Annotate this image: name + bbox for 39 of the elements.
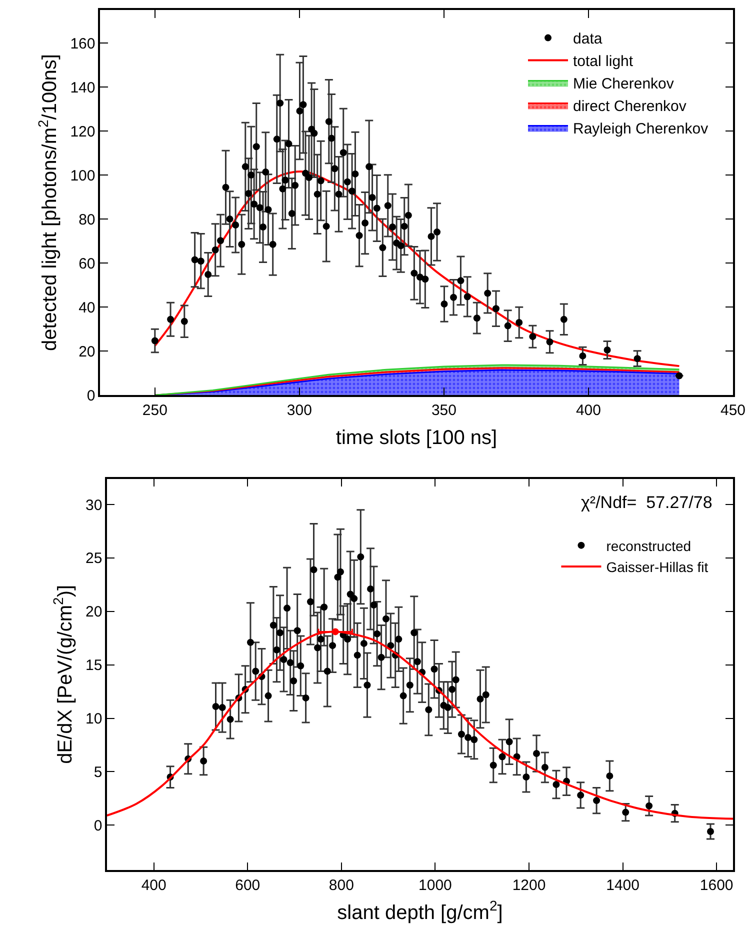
x-tick-label: 800 — [328, 876, 354, 894]
y-tick-label: 0 — [94, 817, 102, 834]
y-tick-label: 80 — [78, 211, 96, 228]
x-axis-title: slant depth [g/cm$^{2}$] — [337, 897, 503, 924]
x-tick-label: 1400 — [606, 876, 640, 894]
y-tick-label: 120 — [70, 123, 96, 140]
x-axis-title: time slots [100 ns] — [336, 426, 498, 449]
y-tick-label: 5 — [94, 764, 102, 781]
y-tick-label: 15 — [86, 657, 102, 674]
y-tick-label: 20 — [86, 604, 102, 621]
legend-label: direct Cherenkov — [573, 98, 687, 116]
x-tick-label: 300 — [286, 402, 312, 419]
y-tick-label: 140 — [70, 79, 96, 96]
legend-label: Rayleigh Cherenkov — [573, 120, 709, 138]
x-tick-label: 250 — [142, 402, 168, 419]
y-tick-label: 40 — [78, 299, 96, 316]
x-tick-label: 450 — [720, 402, 746, 419]
x-tick-label: 1000 — [418, 876, 452, 894]
x-tick-label: 1200 — [512, 876, 546, 894]
legend-label: total light — [573, 53, 634, 70]
y-tick-label: 160 — [70, 35, 96, 52]
annotation: χ²/Ndf= 57.27/78 — [581, 493, 712, 512]
y-tick-label: 20 — [78, 343, 96, 360]
y-tick-label: 60 — [78, 255, 96, 272]
legend-label: Mie Cherenkov — [573, 76, 674, 93]
y-tick-label: 0 — [86, 387, 96, 404]
legend-label: Gaisser-Hillas fit — [606, 558, 708, 575]
x-tick-label: 400 — [576, 402, 601, 419]
y-tick-label: 100 — [70, 167, 96, 184]
y-tick-label: 25 — [86, 550, 102, 568]
x-tick-label: 350 — [431, 402, 456, 419]
x-tick-label: 600 — [235, 876, 260, 894]
line-series — [154, 170, 680, 368]
legend-label: reconstructed — [606, 538, 692, 554]
x-tick-label: 400 — [141, 876, 166, 894]
x-tick-label: 1600 — [700, 876, 734, 894]
y-tick-label: 10 — [86, 710, 102, 728]
y-tick-label: 30 — [86, 496, 102, 514]
legend-label: data — [573, 30, 603, 48]
